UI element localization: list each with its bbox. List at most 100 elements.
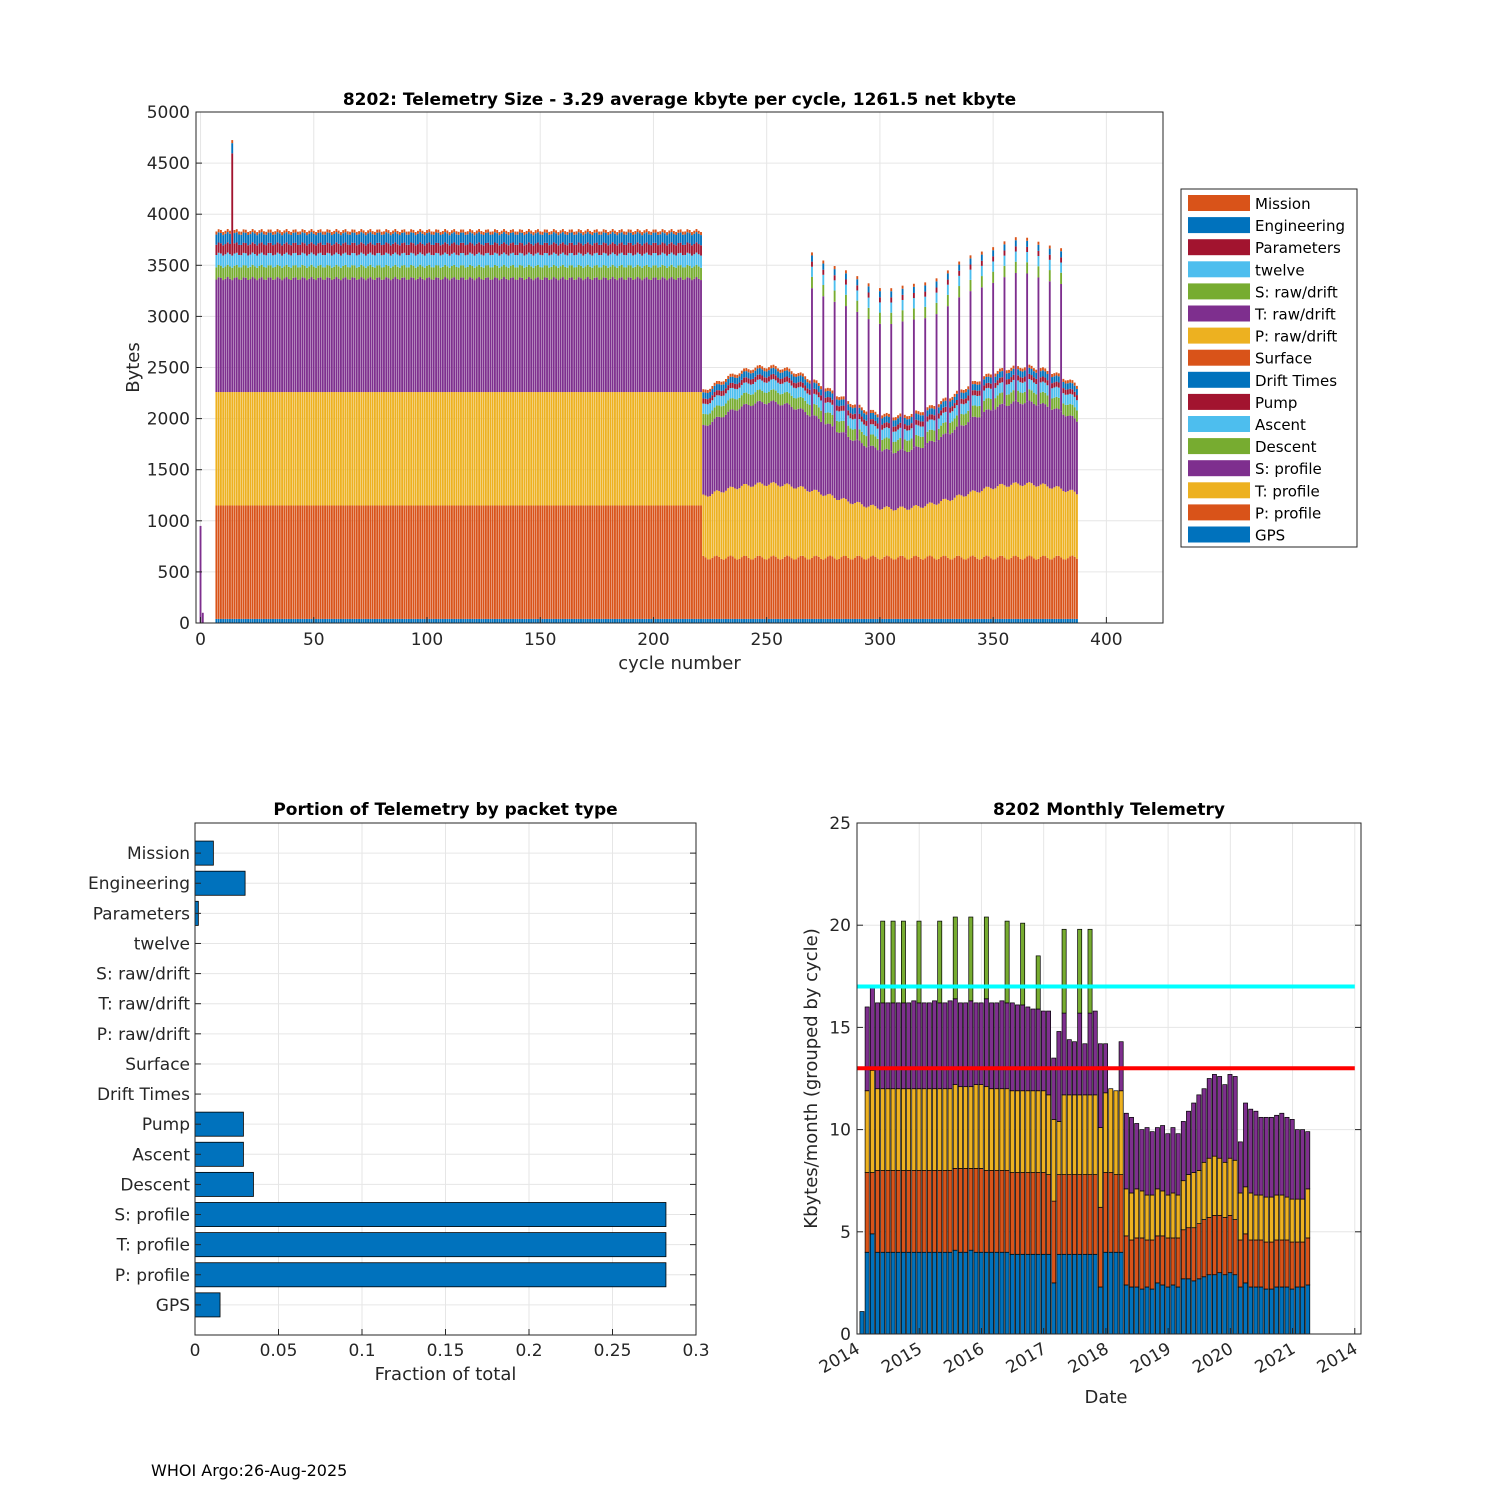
bar-segment (1160, 1125, 1166, 1192)
bar-segment (441, 254, 444, 267)
bar-segment (849, 503, 852, 560)
bar-segment (654, 505, 657, 619)
bar-segment (532, 232, 535, 236)
bar-segment (435, 618, 437, 623)
bar-segment (247, 235, 250, 246)
bar-segment (876, 558, 879, 619)
bar-segment (417, 392, 419, 506)
bar-segment (450, 618, 453, 623)
bar-segment (296, 505, 299, 619)
bar-segment (1012, 482, 1015, 557)
bar-segment (792, 382, 795, 388)
bar-segment (924, 285, 927, 292)
bar-segment (337, 505, 340, 619)
bar-segment (265, 392, 268, 506)
bar-segment (471, 230, 474, 234)
bar-segment (634, 231, 637, 235)
bar-segment (568, 253, 571, 266)
bar-segment (351, 229, 354, 233)
bar-segment (367, 618, 370, 623)
bar-segment (878, 291, 881, 298)
bar-segment (242, 392, 245, 506)
bar-segment (777, 618, 779, 623)
bar-segment (824, 424, 827, 496)
bar-segment (845, 433, 847, 499)
bar-segment (702, 424, 705, 495)
bar-segment (1060, 262, 1063, 273)
bar-segment (711, 395, 714, 401)
bar-segment (806, 618, 809, 623)
bar-segment (808, 405, 811, 417)
bar-segment (444, 232, 447, 243)
bar-segment (369, 392, 372, 506)
bar-segment (872, 445, 875, 505)
bar-segment (319, 229, 322, 233)
legend-swatch (1188, 438, 1250, 455)
bar-segment (1274, 1194, 1280, 1241)
bar-segment (387, 392, 390, 506)
bar-segment (229, 230, 231, 234)
bar-segment (1160, 1284, 1166, 1335)
bar-segment (464, 255, 467, 268)
bar-segment (876, 508, 879, 559)
bar-segment (962, 496, 965, 560)
bar-segment (496, 392, 499, 506)
bar-segment (681, 392, 684, 506)
bar-segment (1030, 1008, 1036, 1092)
bar-segment (779, 384, 782, 395)
bar-segment (525, 618, 528, 623)
bar-segment (969, 255, 972, 259)
bar-segment (813, 618, 816, 623)
bar-segment (478, 277, 481, 393)
bar-segment (926, 431, 929, 443)
bar-segment (659, 234, 662, 245)
bar-segment (428, 252, 431, 265)
bar-segment (1028, 389, 1031, 401)
bar-segment (1057, 555, 1060, 619)
bar-segment (353, 242, 356, 254)
bar-segment (1035, 369, 1038, 373)
bar-segment (1060, 251, 1063, 258)
bar-segment (1028, 482, 1031, 556)
bar-segment (949, 500, 952, 560)
bar-segment (1305, 1131, 1311, 1190)
bar-segment (491, 267, 494, 280)
bar-segment (586, 277, 589, 393)
bar-segment (598, 231, 601, 235)
bar-segment (856, 276, 859, 280)
bar-segment (1010, 367, 1013, 371)
legend-swatch (1188, 504, 1250, 521)
bar-segment (260, 264, 263, 278)
bar-segment (389, 235, 392, 246)
bar-segment (781, 372, 784, 379)
bar-segment (738, 373, 741, 377)
bar-segment (729, 398, 732, 410)
bar-segment (878, 312, 881, 324)
bar-segment (813, 393, 816, 405)
bar-segment (1227, 1215, 1233, 1274)
x-tick-label: 2020 (1189, 1339, 1236, 1378)
bar-segment (629, 277, 632, 393)
bar-segment (974, 384, 976, 391)
bar-segment (306, 232, 308, 236)
bar-segment (668, 243, 671, 254)
bar-segment (419, 277, 422, 393)
bar-segment (942, 434, 945, 500)
bar-segment (711, 557, 714, 619)
bar-segment (582, 255, 585, 268)
bar-segment (555, 266, 558, 279)
bar-segment (912, 292, 915, 299)
bar-segment (1051, 618, 1053, 623)
bar-segment (389, 267, 392, 281)
bar-segment (552, 505, 555, 619)
bar-segment (342, 230, 345, 234)
bar-segment (450, 230, 453, 234)
bar-segment (507, 618, 510, 623)
bar-segment (247, 245, 250, 256)
bar-segment (1048, 248, 1051, 255)
bar-segment (290, 267, 293, 280)
bar-segment (996, 406, 999, 487)
bar-segment (1020, 922, 1026, 1006)
bar-segment (657, 234, 659, 246)
bar-segment (419, 232, 422, 243)
